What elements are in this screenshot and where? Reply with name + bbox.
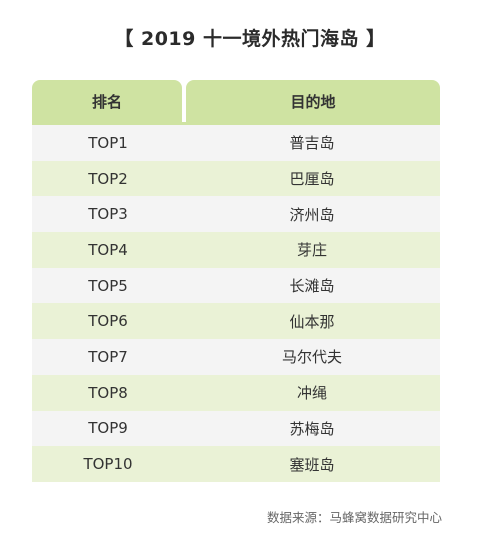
destination-cell: 芽庄 bbox=[296, 241, 327, 260]
table-row: TOP10 塞班岛 bbox=[32, 446, 440, 482]
table-row: TOP6 仙本那 bbox=[32, 303, 440, 340]
destination-cell: 巴厘岛 bbox=[289, 170, 335, 189]
header-divider bbox=[32, 122, 440, 125]
rank-cell: TOP9 bbox=[88, 419, 128, 438]
table-row: TOP2 巴厘岛 bbox=[32, 160, 440, 197]
table-row: TOP1 普吉岛 bbox=[32, 125, 440, 161]
table-row: TOP8 冲绳 bbox=[32, 374, 440, 411]
table-body: TOP1 普吉岛 TOP2 巴厘岛 TOP3 济州岛 TOP4 芽庄 TOP5 长滩岛 TOP6 仙本… bbox=[32, 125, 440, 482]
table-row: TOP5 长滩岛 bbox=[32, 267, 440, 304]
source-note: 数据来源：马蜂窝数据研究中心 bbox=[266, 510, 442, 525]
destination-cell: 仙本那 bbox=[289, 312, 335, 331]
destination-cell: 长滩岛 bbox=[289, 277, 335, 296]
destination-cell: 冲绳 bbox=[296, 384, 327, 403]
rank-cell: TOP7 bbox=[88, 347, 128, 366]
table-row: TOP7 马尔代夫 bbox=[32, 339, 440, 375]
page-title: 【 2019 十一境外热门海岛 】 bbox=[114, 28, 386, 50]
rank-cell: TOP5 bbox=[88, 276, 128, 295]
rank-cell: TOP4 bbox=[88, 240, 128, 259]
destination-cell: 普吉岛 bbox=[289, 134, 335, 153]
table-row: TOP3 济州岛 bbox=[32, 196, 440, 233]
header-rank: 排名 bbox=[32, 80, 182, 122]
header-destination: 目的地 bbox=[186, 80, 440, 122]
destination-cell: 塞班岛 bbox=[289, 455, 335, 474]
table-row: TOP4 芽庄 bbox=[32, 232, 440, 268]
table-header: 排名 目的地 bbox=[32, 80, 440, 122]
rank-cell: TOP6 bbox=[88, 312, 128, 331]
ranking-table: 排名 目的地 TOP1 普吉岛 TOP2 巴厘岛 TOP3 济州岛 TOP4 芽庄 TOP5 长滩… bbox=[32, 80, 440, 482]
rank-cell: TOP1 bbox=[88, 133, 128, 152]
rank-cell: TOP3 bbox=[88, 205, 128, 224]
rank-cell: TOP2 bbox=[88, 169, 128, 188]
destination-cell: 马尔代夫 bbox=[281, 348, 342, 367]
table-row: TOP9 苏梅岛 bbox=[32, 410, 440, 447]
rank-cell: TOP8 bbox=[88, 383, 128, 402]
destination-cell: 苏梅岛 bbox=[289, 419, 335, 438]
destination-cell: 济州岛 bbox=[289, 205, 335, 224]
rank-cell: TOP10 bbox=[83, 455, 133, 474]
